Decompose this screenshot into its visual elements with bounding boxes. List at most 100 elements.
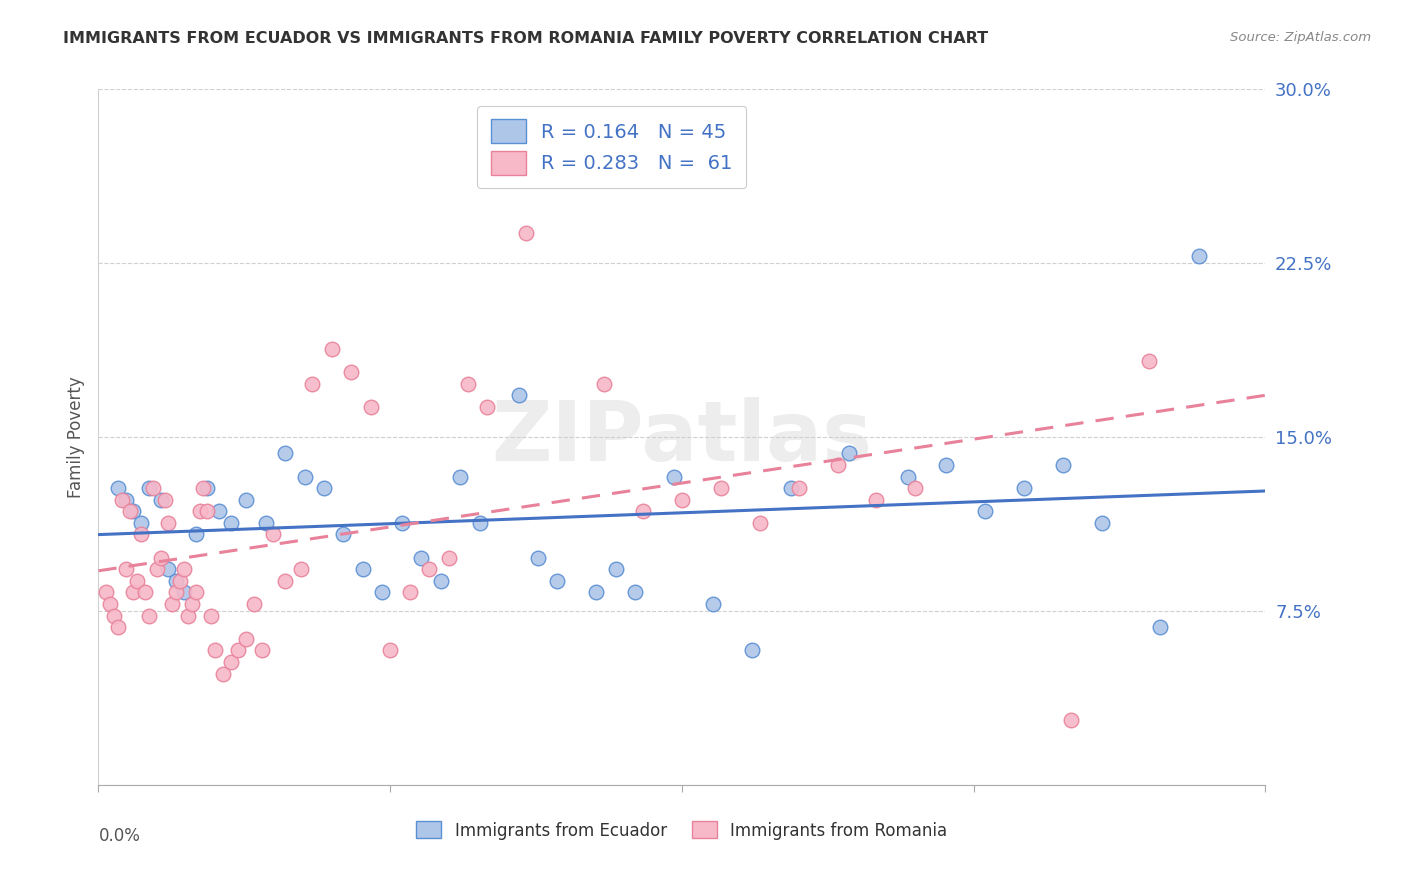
Point (114, 492, 136, 507)
Point (527, 550, 550, 565)
Point (129, 516, 152, 530)
Point (107, 620, 129, 634)
Point (468, 516, 491, 530)
Point (515, 226, 537, 240)
Legend: R = 0.164   N = 45, R = 0.283   N =  61: R = 0.164 N = 45, R = 0.283 N = 61 (477, 106, 747, 188)
Point (290, 562, 312, 576)
Point (153, 492, 176, 507)
Point (180, 597, 202, 611)
Point (1149, 620, 1171, 634)
Point (195, 481, 218, 495)
Point (865, 492, 887, 507)
Point (262, 527, 284, 541)
Point (748, 516, 770, 530)
Point (477, 400, 499, 414)
Point (138, 608, 160, 623)
Text: ZIPatlas: ZIPatlas (492, 397, 872, 477)
Point (585, 585, 607, 599)
Point (165, 574, 187, 588)
Point (1091, 516, 1114, 530)
Point (546, 574, 568, 588)
Point (508, 388, 530, 402)
Point (173, 585, 195, 599)
Point (779, 481, 801, 495)
Point (418, 562, 440, 576)
Point (1137, 353, 1160, 368)
Point (254, 516, 277, 530)
Point (1012, 481, 1035, 495)
Point (838, 446, 860, 460)
Point (321, 342, 343, 356)
Point (149, 550, 172, 565)
Point (169, 574, 191, 588)
Point (103, 608, 125, 623)
Point (235, 632, 257, 646)
Point (212, 666, 235, 681)
Point (149, 492, 172, 507)
Point (188, 504, 211, 518)
Point (1052, 458, 1074, 472)
Point (457, 376, 479, 391)
Point (157, 516, 180, 530)
Point (301, 376, 323, 391)
Point (710, 481, 733, 495)
Point (165, 585, 187, 599)
Text: 0.0%: 0.0% (98, 827, 141, 845)
Point (352, 562, 374, 576)
Point (896, 469, 918, 483)
Text: Source: ZipAtlas.com: Source: ZipAtlas.com (1230, 31, 1371, 45)
Point (184, 585, 207, 599)
Point (219, 516, 242, 530)
Point (360, 400, 382, 414)
Point (157, 562, 180, 576)
Point (114, 562, 136, 576)
Point (554, 133, 576, 147)
Point (146, 562, 169, 576)
Point (122, 585, 145, 599)
Point (274, 574, 297, 588)
Point (411, 550, 433, 565)
Point (312, 481, 335, 495)
Point (250, 643, 273, 657)
Point (208, 504, 231, 518)
Point (935, 458, 957, 472)
Point (235, 492, 257, 507)
Point (429, 574, 451, 588)
Point (631, 504, 654, 518)
Point (173, 562, 195, 576)
Point (129, 527, 152, 541)
Point (391, 516, 413, 530)
Point (111, 492, 134, 507)
Point (193, 481, 215, 495)
Point (827, 458, 849, 472)
Point (671, 492, 693, 507)
Point (787, 481, 810, 495)
Point (195, 504, 218, 518)
Point (294, 469, 316, 483)
Point (371, 585, 394, 599)
Point (380, 643, 402, 657)
Point (662, 469, 685, 483)
Point (904, 481, 927, 495)
Point (98, 597, 121, 611)
Point (974, 504, 997, 518)
Text: IMMIGRANTS FROM ECUADOR VS IMMIGRANTS FROM ROMANIA FAMILY POVERTY CORRELATION CH: IMMIGRANTS FROM ECUADOR VS IMMIGRANTS FR… (63, 31, 988, 46)
Point (107, 481, 129, 495)
Point (127, 574, 149, 588)
Point (398, 585, 420, 599)
Point (162, 597, 184, 611)
Point (593, 376, 616, 391)
Point (118, 504, 141, 518)
Point (243, 597, 266, 611)
Point (1060, 713, 1083, 727)
Point (134, 585, 156, 599)
Point (702, 597, 724, 611)
Point (624, 585, 647, 599)
Point (219, 655, 242, 669)
Point (741, 643, 763, 657)
Point (96, 585, 118, 599)
Point (1188, 249, 1211, 263)
Point (340, 365, 363, 379)
Point (184, 527, 207, 541)
Point (332, 527, 354, 541)
